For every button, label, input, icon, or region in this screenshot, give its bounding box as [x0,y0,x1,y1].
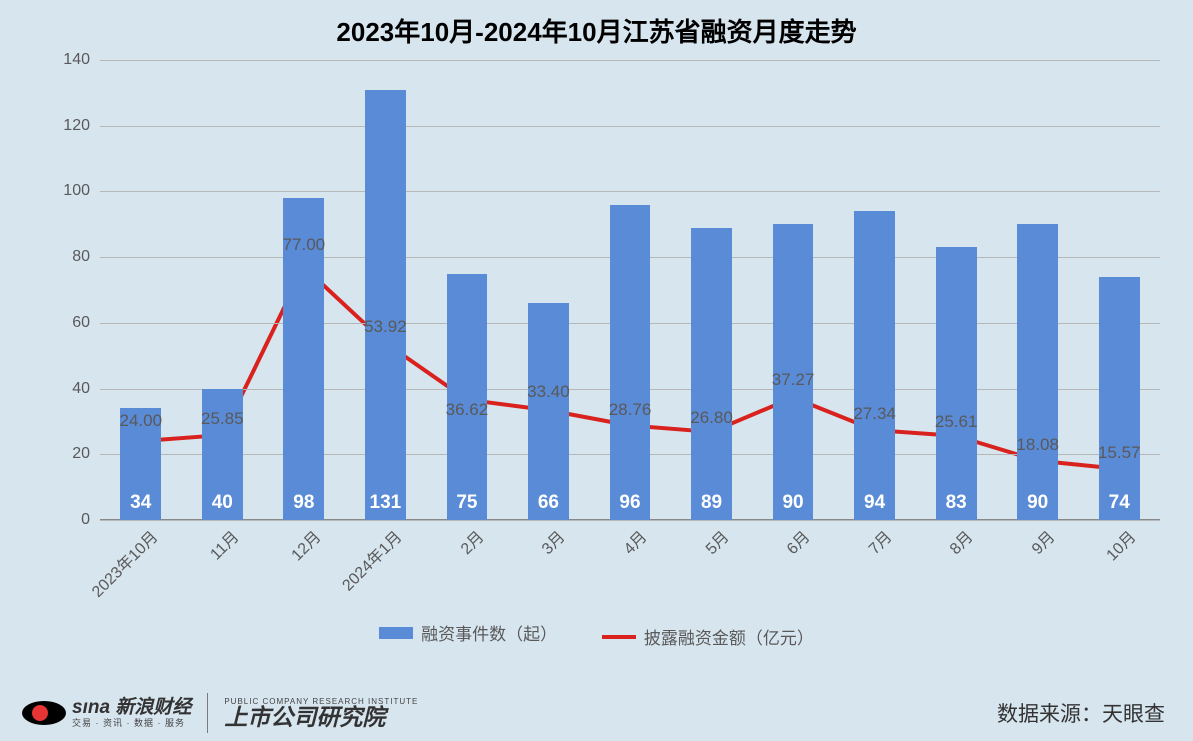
line-value-label: 33.40 [527,382,570,402]
bar-value-label: 83 [946,492,967,514]
legend-line-label: 披露融资金额（亿元） [644,624,814,649]
y-tick-label: 60 [72,314,100,332]
bar: 94 [854,211,895,520]
legend-item-line: 披露融资金额（亿元） [602,624,814,649]
x-tick-label: 5月 [694,520,733,559]
legend-swatch-bar [379,627,413,639]
bar: 96 [610,205,651,520]
x-tick-label: 2023年10月 [80,520,162,602]
bar-value-label: 75 [456,492,477,514]
line-value-label: 18.08 [1016,435,1059,455]
line-value-label: 24.00 [119,411,162,431]
x-tick-label: 8月 [939,520,978,559]
line-value-label: 27.34 [853,404,896,424]
legend-item-bars: 融资事件数（起） [379,620,557,645]
line-value-label: 36.62 [446,400,489,420]
legend-bar-label: 融资事件数（起） [421,620,557,645]
bar: 90 [1017,224,1058,520]
gridline [100,191,1160,192]
source-prefix: 数据来源： [997,703,1102,726]
bar-value-label: 131 [370,492,402,514]
sina-subtitle: 交易 · 资讯 · 数据 · 服务 [72,719,191,729]
line-value-label: 37.27 [772,370,815,390]
bar: 83 [936,247,977,520]
bar-value-label: 90 [782,492,803,514]
institute-cn: 上市公司研究院 [224,706,418,729]
logo-block: sına 新浪财经 交易 · 资讯 · 数据 · 服务 PUBLIC COMPA… [0,693,418,733]
source-name: 天眼查 [1102,703,1165,726]
y-tick-label: 140 [63,51,100,69]
x-tick-label: 10月 [1095,520,1140,565]
bar-value-label: 74 [1109,492,1130,514]
line-value-label: 53.92 [364,317,407,337]
y-tick-label: 20 [72,445,100,463]
y-tick-label: 100 [63,182,100,200]
x-tick-label: 2月 [449,520,488,559]
x-tick-label: 3月 [531,520,570,559]
sina-eye-icon [22,698,66,728]
bar-value-label: 94 [864,492,885,514]
y-tick-label: 80 [72,248,100,266]
data-source: 数据来源：天眼查 [997,698,1165,728]
legend-swatch-line [602,635,636,639]
sina-brand: 新浪财经 [115,697,191,718]
gridline [100,60,1160,61]
line-value-label: 25.61 [935,412,978,432]
x-tick-label: 6月 [775,520,814,559]
line-value-label: 26.80 [690,408,733,428]
logo-divider [207,693,208,733]
chart-container: 2023年10月-2024年10月江苏省融资月度走势 0 20 40 60 80 100 1… [0,0,1193,741]
bar: 75 [447,274,488,520]
line-value-label: 15.57 [1098,443,1141,463]
x-tick-label: 12月 [280,520,325,565]
legend: 融资事件数（起） 披露融资金额（亿元） [0,620,1193,649]
bar-value-label: 89 [701,492,722,514]
y-tick-label: 0 [81,511,100,529]
bar-value-label: 98 [293,492,314,514]
line-value-label: 77.00 [283,235,326,255]
y-tick-label: 120 [63,117,100,135]
x-tick-label: 11月 [199,520,243,564]
y-tick-label: 40 [72,380,100,398]
institute-logo: PUBLIC COMPANY RESEARCH INSTITUTE 上市公司研究… [224,698,418,729]
bar-value-label: 90 [1027,492,1048,514]
plot-area: 020406080100120140342023年10月4011月9812月13… [100,60,1160,520]
sina-logo: sına 新浪财经 交易 · 资讯 · 数据 · 服务 [22,698,191,729]
x-tick-label: 4月 [612,520,651,559]
bar-value-label: 40 [212,492,233,514]
x-tick-label: 2024年1月 [331,520,406,595]
sina-logo-text: sına 新浪财经 交易 · 资讯 · 数据 · 服务 [72,698,191,729]
footer: sına 新浪财经 交易 · 资讯 · 数据 · 服务 PUBLIC COMPA… [0,685,1193,741]
bar-value-label: 96 [619,492,640,514]
x-tick-label: 7月 [857,520,896,559]
bar-value-label: 66 [538,492,559,514]
gridline [100,126,1160,127]
bar-value-label: 34 [130,492,151,514]
bar: 74 [1099,277,1140,520]
chart-title: 2023年10月-2024年10月江苏省融资月度走势 [0,12,1193,49]
bar: 89 [691,228,732,520]
bar: 66 [528,303,569,520]
line-value-label: 28.76 [609,400,652,420]
bar: 131 [365,90,406,520]
line-value-label: 25.85 [201,409,244,429]
x-tick-label: 9月 [1020,520,1059,559]
